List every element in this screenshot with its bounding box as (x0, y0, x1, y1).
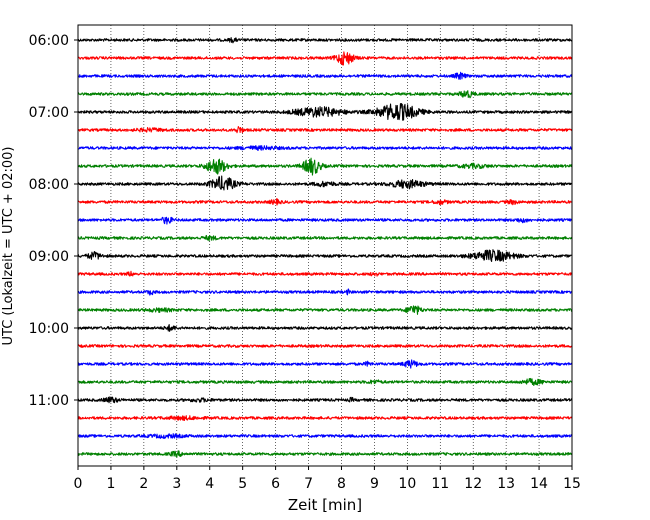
seismic-traces (77, 37, 573, 458)
y-tick-label-0: 06:00 (29, 33, 69, 49)
trace-12 (77, 249, 573, 263)
x-tick-label-11: 11 (431, 476, 449, 492)
x-tick-label-12: 12 (464, 476, 482, 492)
trace-3 (77, 90, 573, 99)
x-tick-label-6: 6 (271, 476, 280, 492)
trace-2 (77, 71, 573, 80)
trace-17 (77, 344, 573, 348)
y-tick-label-3: 09:00 (29, 249, 69, 265)
x-tick-label-9: 9 (370, 476, 379, 492)
y-tick-label-1: 07:00 (29, 105, 69, 121)
trace-11 (77, 234, 573, 242)
trace-0 (77, 37, 573, 44)
trace-21 (77, 415, 573, 422)
x-tick-label-4: 4 (205, 476, 214, 492)
x-tick-label-0: 0 (74, 476, 83, 492)
x-tick-label-10: 10 (398, 476, 416, 492)
trace-20 (77, 396, 573, 404)
trace-7 (77, 157, 573, 176)
x-tick-label-5: 5 (238, 476, 247, 492)
x-tick-label-13: 13 (497, 476, 515, 492)
x-tick-label-8: 8 (337, 476, 346, 492)
x-tick-label-14: 14 (530, 476, 548, 492)
trace-19 (77, 377, 573, 387)
trace-9 (77, 198, 573, 206)
x-axis-label: Zeit [min] (288, 496, 362, 514)
y-axis-label: UTC (Lokalzeit = UTC + 02:00) (1, 147, 16, 346)
trace-6 (77, 145, 573, 151)
x-tick-label-1: 1 (106, 476, 115, 492)
x-axis-ticks: 0 1 2 3 4 5 6 7 8 9 10 11 12 13 14 15 (74, 466, 581, 492)
x-tick-label-2: 2 (139, 476, 148, 492)
trace-14 (77, 288, 573, 296)
trace-16 (77, 324, 573, 332)
trace-15 (77, 305, 573, 315)
x-tick-label-3: 3 (172, 476, 181, 492)
trace-22 (77, 433, 573, 439)
x-tick-label-7: 7 (304, 476, 313, 492)
x-tick-label-15: 15 (563, 476, 581, 492)
trace-13 (77, 270, 573, 277)
y-axis-ticks: 06:00 07:00 08:00 09:00 10:00 11:00 (29, 33, 78, 409)
trace-5 (77, 126, 573, 134)
trace-8 (77, 175, 573, 191)
y-tick-label-4: 10:00 (29, 321, 69, 337)
trace-18 (77, 359, 573, 369)
y-tick-label-2: 08:00 (29, 177, 69, 193)
trace-10 (77, 216, 573, 225)
trace-4 (77, 102, 573, 121)
y-tick-label-5: 11:00 (29, 393, 69, 409)
trace-23 (77, 450, 573, 458)
trace-1 (77, 51, 573, 66)
plot-frame (77, 24, 573, 467)
